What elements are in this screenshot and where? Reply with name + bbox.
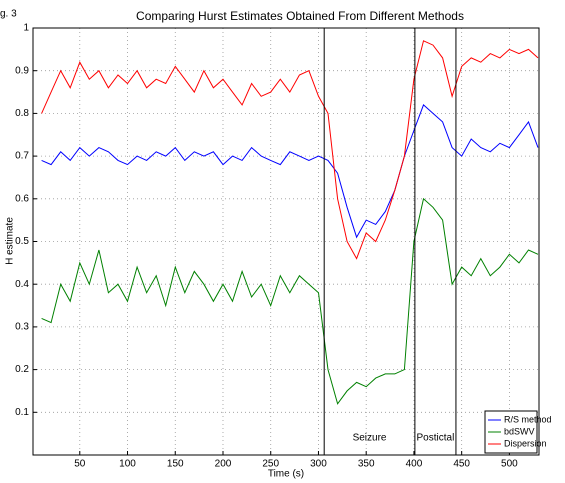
x-tick-label: 50: [74, 459, 86, 470]
y-tick-label: 0.6: [15, 193, 29, 204]
y-tick-label: 0.4: [15, 279, 29, 290]
series-line: [41, 40, 539, 260]
y-tick-label: 0.2: [15, 364, 29, 375]
y-tick-label: 0.8: [15, 108, 29, 119]
x-tick-label: 450: [453, 459, 470, 470]
x-tick-label: 500: [501, 459, 518, 470]
y-axis-label: H estimate: [5, 217, 16, 265]
x-tick-label: 200: [215, 459, 232, 470]
legend-label: bdSWV: [504, 426, 535, 436]
x-tick-label: 250: [262, 459, 279, 470]
series-line: [41, 197, 539, 405]
y-tick-label: 0.9: [15, 65, 29, 76]
y-tick-label: 0.7: [15, 151, 29, 162]
figure-label: g. 3: [0, 9, 17, 20]
annotation: Postictal: [417, 433, 455, 444]
y-tick-label: 1: [23, 23, 29, 34]
annotation: Seizure: [353, 433, 387, 444]
y-tick-label: 0.1: [15, 407, 29, 418]
y-tick-label: 0.5: [15, 236, 29, 247]
x-tick-label: 100: [119, 459, 136, 470]
legend: R/S method bdSWV Dispersion: [484, 410, 552, 454]
chart-title: Comparing Hurst Estimates Obtained From …: [136, 9, 464, 23]
x-tick-label: 150: [167, 459, 184, 470]
x-tick-label: 350: [358, 459, 375, 470]
x-tick-label: 400: [406, 459, 423, 470]
y-tick-label: 0.3: [15, 322, 29, 333]
legend-label: Dispersion: [504, 438, 547, 448]
plot-frame: [32, 27, 540, 456]
x-axis-label: Time (s): [268, 469, 304, 480]
series-line: [41, 104, 539, 239]
legend-label: R/S method: [504, 414, 552, 424]
x-tick-label: 300: [310, 459, 327, 470]
